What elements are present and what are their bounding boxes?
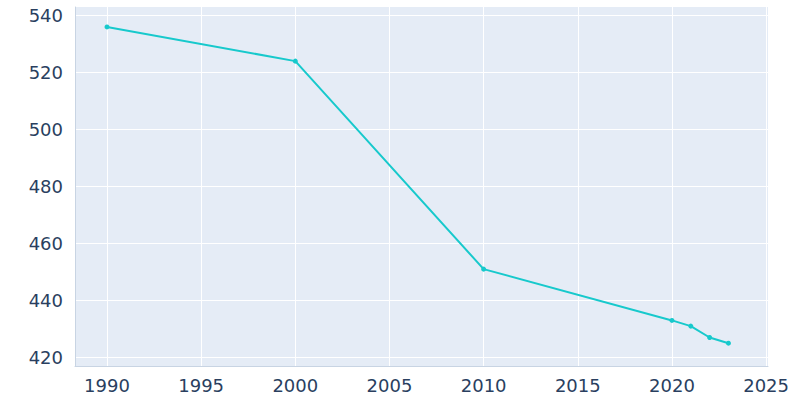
svg-text:1995: 1995 bbox=[178, 375, 224, 396]
svg-text:460: 460 bbox=[29, 233, 63, 254]
svg-text:2020: 2020 bbox=[649, 375, 695, 396]
svg-text:500: 500 bbox=[29, 119, 63, 140]
svg-text:2005: 2005 bbox=[367, 375, 413, 396]
svg-text:2015: 2015 bbox=[555, 375, 601, 396]
svg-text:440: 440 bbox=[29, 290, 63, 311]
svg-text:2025: 2025 bbox=[743, 375, 789, 396]
svg-text:420: 420 bbox=[29, 347, 63, 368]
svg-text:540: 540 bbox=[29, 5, 63, 26]
svg-text:2010: 2010 bbox=[461, 375, 507, 396]
svg-text:1990: 1990 bbox=[84, 375, 130, 396]
svg-text:520: 520 bbox=[29, 62, 63, 83]
svg-text:2000: 2000 bbox=[272, 375, 318, 396]
svg-text:480: 480 bbox=[29, 176, 63, 197]
